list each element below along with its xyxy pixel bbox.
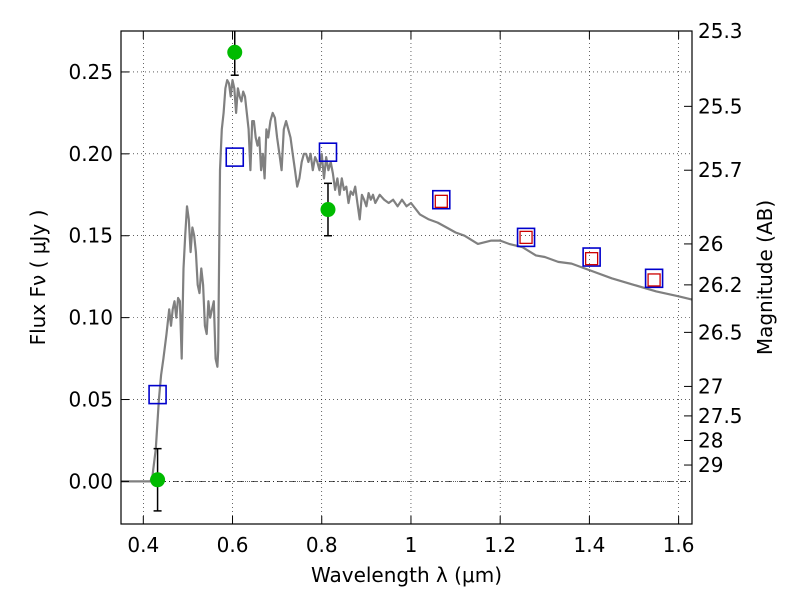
x-tick-label: 1.6	[663, 533, 695, 557]
model-square	[431, 189, 451, 210]
plot-frame	[120, 30, 693, 525]
y2-tick-label: 26.5	[698, 320, 743, 344]
model-square	[644, 268, 664, 289]
y2-tick-label: 27	[698, 374, 723, 398]
model-inner-square	[647, 273, 661, 287]
y2-tick-label: 29	[698, 453, 723, 477]
y2-tick-label: 26	[698, 232, 723, 256]
x-tick-label: 0.8	[306, 533, 338, 557]
observed-point	[227, 44, 243, 60]
model-square	[148, 384, 167, 405]
model-square	[225, 147, 245, 167]
spectrum-line	[121, 78, 693, 483]
x-axis-label: Wavelength λ (μm)	[311, 563, 502, 587]
model-square	[582, 247, 601, 267]
x-tick-label: 0.6	[217, 533, 249, 557]
model-inner-square	[434, 194, 448, 208]
model-square	[318, 142, 338, 163]
model-inner-square	[584, 252, 599, 266]
observed-points	[150, 44, 336, 488]
observed-point	[150, 472, 166, 488]
tick-labels: 0.4 0.6 0.8 1 1.2 1.4 1.6 0.00 0.05 0.10 0.15 0.20 0…	[68, 19, 742, 557]
observed-point	[320, 202, 336, 218]
y2-axis-label: Magnitude (AB)	[753, 200, 777, 355]
y-tick-label: 0.25	[68, 60, 113, 84]
y2-tick-label: 25.7	[698, 158, 743, 182]
axis-ticks	[121, 30, 692, 524]
y2-tick-label: 26.2	[698, 273, 743, 297]
model-points	[148, 142, 664, 405]
error-bars	[153, 31, 332, 512]
model-inner-square	[519, 230, 533, 245]
y-tick-label: 0.10	[68, 306, 113, 330]
x-tick-label: 1	[405, 533, 418, 557]
y-axis-label: Flux Fν ( μJy )	[26, 210, 50, 346]
y2-tick-label: 25.3	[698, 19, 743, 43]
model-square	[516, 227, 536, 248]
model-spectrum	[121, 78, 693, 483]
x-tick-label: 1.4	[573, 533, 605, 557]
y-tick-label: 0.20	[68, 142, 113, 166]
y-tick-label: 0.05	[68, 388, 113, 412]
y-tick-label: 0.00	[68, 469, 113, 493]
y2-tick-label: 28	[698, 428, 723, 452]
y-tick-label: 0.15	[68, 224, 113, 248]
y2-tick-label: 27.5	[698, 404, 743, 428]
y2-tick-label: 25.5	[698, 94, 743, 118]
x-tick-label: 0.4	[127, 533, 159, 557]
x-tick-label: 1.2	[484, 533, 516, 557]
